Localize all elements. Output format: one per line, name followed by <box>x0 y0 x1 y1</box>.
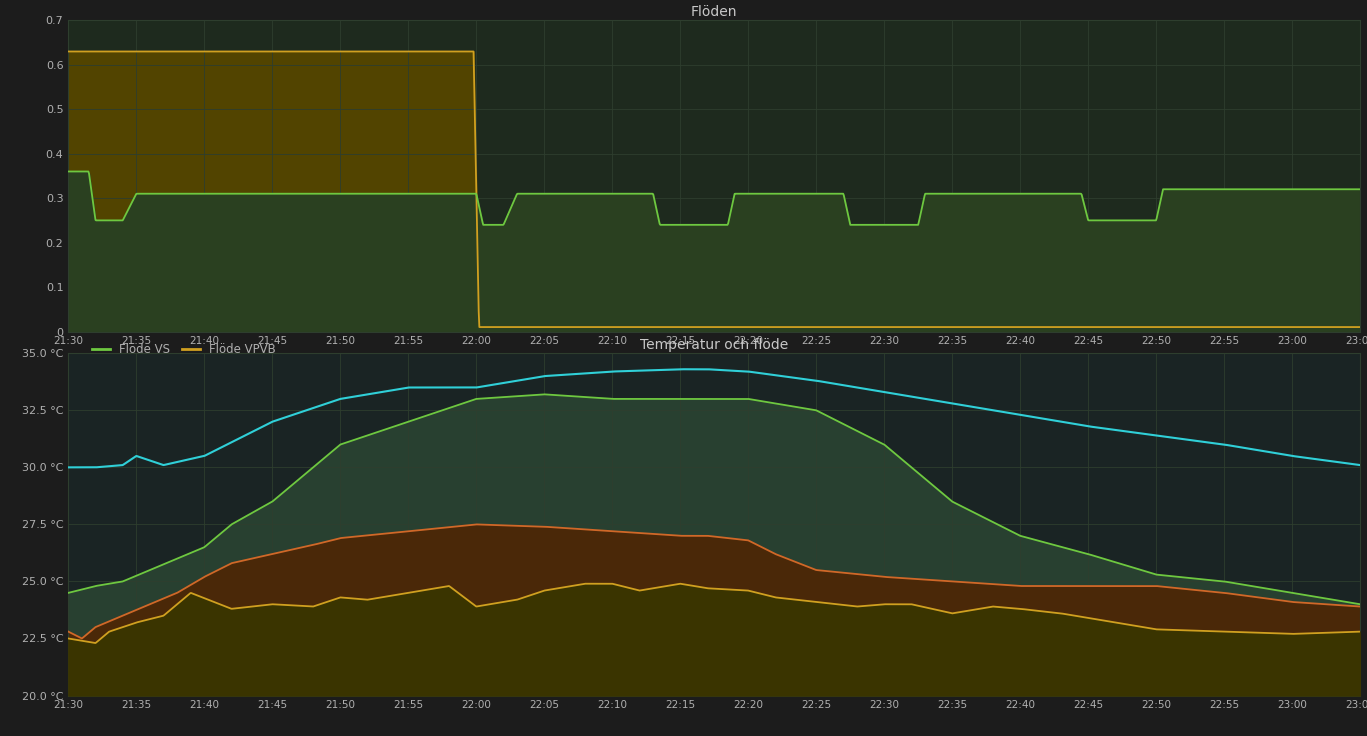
Legend: Flöde VS, Flöde VPVB: Flöde VS, Flöde VPVB <box>87 339 280 361</box>
Title: Temperatur och flöde: Temperatur och flöde <box>640 338 789 352</box>
Legend: Värmepump: Värmepump <box>87 17 195 40</box>
Title: Flöden: Flöden <box>690 5 738 19</box>
